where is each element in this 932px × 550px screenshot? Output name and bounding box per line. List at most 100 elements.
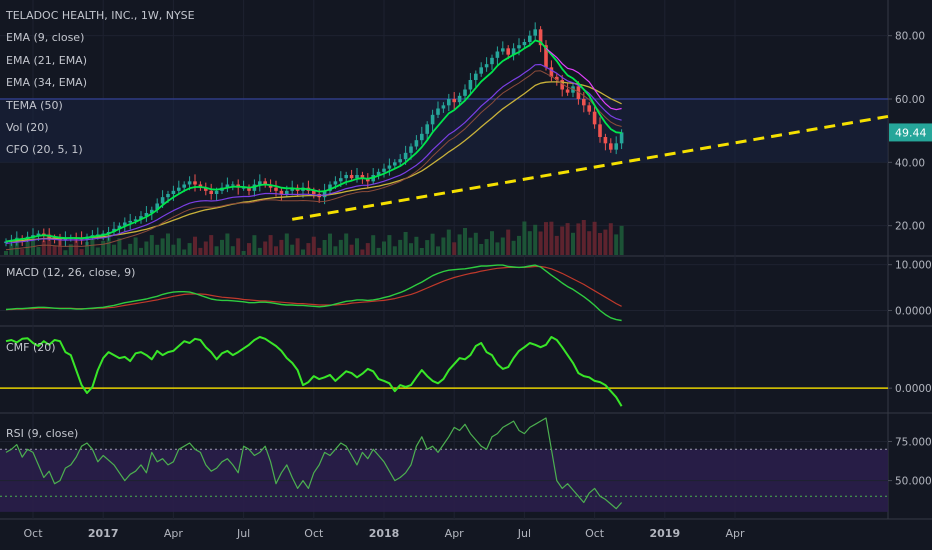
candle-body — [436, 108, 440, 115]
volume-bar — [576, 223, 581, 255]
y-tick-label: 0.0000 — [895, 383, 932, 395]
candle-body — [252, 184, 257, 191]
volume-bar — [349, 244, 354, 255]
volume-bar — [463, 228, 467, 255]
volume-bar — [295, 238, 300, 255]
indicator-ema21-label[interactable]: EMA (21, EMA) — [6, 53, 88, 67]
x-tick-label: Apr — [164, 527, 184, 540]
x-tick-label: Jul — [236, 527, 250, 540]
candle-body — [614, 143, 618, 150]
y-tick-label: 0.0000 — [895, 305, 932, 317]
volume-bar — [117, 238, 122, 255]
volume-bar — [554, 235, 559, 255]
candle-body — [495, 51, 500, 58]
volume-bar — [322, 240, 327, 255]
rsi-pane-label[interactable]: RSI (9, close) — [6, 427, 79, 440]
macd-line — [5, 264, 622, 322]
last-price-tag — [889, 123, 932, 142]
candle-body — [155, 203, 159, 210]
pane-bg-2 — [0, 327, 888, 412]
volume-bar — [220, 239, 224, 255]
ema-slow-line — [5, 70, 622, 251]
indicator-ema9-label[interactable]: EMA (9, close) — [6, 31, 85, 45]
candle-body — [576, 86, 581, 99]
volume-bar — [565, 223, 570, 255]
volume-bar — [452, 242, 457, 255]
x-tick-label: Jul — [517, 527, 531, 540]
candle-body — [328, 184, 332, 191]
volume-bar — [155, 244, 160, 255]
candle-body — [560, 80, 564, 90]
volume-bar — [571, 232, 575, 255]
cfo-band — [0, 98, 888, 163]
candle-body — [506, 48, 510, 55]
macd-pane-label[interactable]: MACD (12, 26, close, 9) — [6, 266, 136, 279]
volume-bar — [506, 229, 511, 255]
volume-bar — [430, 233, 435, 255]
candle-body — [517, 45, 521, 49]
volume-bar — [436, 246, 440, 255]
x-tick-label: 2018 — [369, 527, 400, 540]
volume-bar — [122, 249, 127, 255]
candle-body — [582, 99, 586, 106]
y-tick-label: 80.00 — [895, 31, 925, 43]
volume-bar — [533, 224, 538, 255]
volume-bar — [365, 243, 370, 255]
volume-bar — [101, 240, 106, 255]
candle-body — [619, 132, 624, 144]
volume-bar — [446, 229, 451, 255]
indicator-cfo-label[interactable]: CFO (20, 5, 1) — [6, 143, 83, 157]
candle-body — [160, 197, 165, 204]
candle-body — [463, 89, 467, 96]
volume-bar — [317, 247, 322, 255]
volume-bar — [603, 229, 608, 255]
candle-body — [133, 219, 138, 221]
candle-body — [587, 105, 591, 112]
indicator-ema34-label[interactable]: EMA (34, EMA) — [6, 76, 88, 90]
indicator-vol-label[interactable]: Vol (20) — [6, 120, 49, 134]
candle-body — [144, 213, 149, 217]
volume-bar — [225, 233, 230, 255]
volume-bar — [306, 243, 311, 255]
candle-body — [544, 45, 548, 68]
candle-body — [258, 181, 262, 185]
candle-body — [290, 187, 294, 191]
volume-bar — [171, 244, 176, 255]
volume-bar — [85, 241, 89, 255]
candle-body — [603, 137, 608, 144]
x-tick-label: Oct — [585, 527, 605, 540]
volume-bar — [560, 226, 565, 255]
candle-body — [4, 241, 8, 244]
candle-body — [360, 175, 365, 179]
volume-bar — [376, 247, 381, 255]
candle-body — [123, 222, 127, 226]
candle-body — [247, 187, 251, 191]
volume-bar — [133, 237, 138, 255]
candle-body — [36, 233, 41, 236]
x-tick-label: 2017 — [88, 527, 119, 540]
y-tick-label: 10.0000 — [895, 260, 932, 272]
candle-body — [387, 165, 392, 169]
candle-body — [193, 181, 197, 185]
candle-body — [63, 238, 68, 240]
candle-body — [474, 73, 478, 80]
volume-bar — [176, 238, 181, 255]
volume-bar — [344, 233, 349, 255]
volume-bar — [398, 239, 403, 255]
volume-bar — [252, 235, 257, 255]
volume-bar — [20, 249, 25, 255]
volume-bar — [619, 225, 624, 255]
y-tick-label: 50.0000 — [895, 476, 932, 488]
volume-bar — [484, 239, 489, 255]
candle-body — [430, 114, 435, 125]
cmf-pane-label[interactable]: CMF (20) — [6, 341, 56, 354]
candle-body — [425, 124, 429, 134]
volume-bar — [284, 233, 289, 255]
candle-body — [382, 168, 386, 172]
volume-bar — [58, 239, 62, 255]
indicator-tema-label[interactable]: TEMA (50) — [6, 98, 63, 112]
x-tick-label: Oct — [23, 527, 43, 540]
candle-body — [279, 190, 284, 194]
candle-body — [501, 48, 505, 52]
